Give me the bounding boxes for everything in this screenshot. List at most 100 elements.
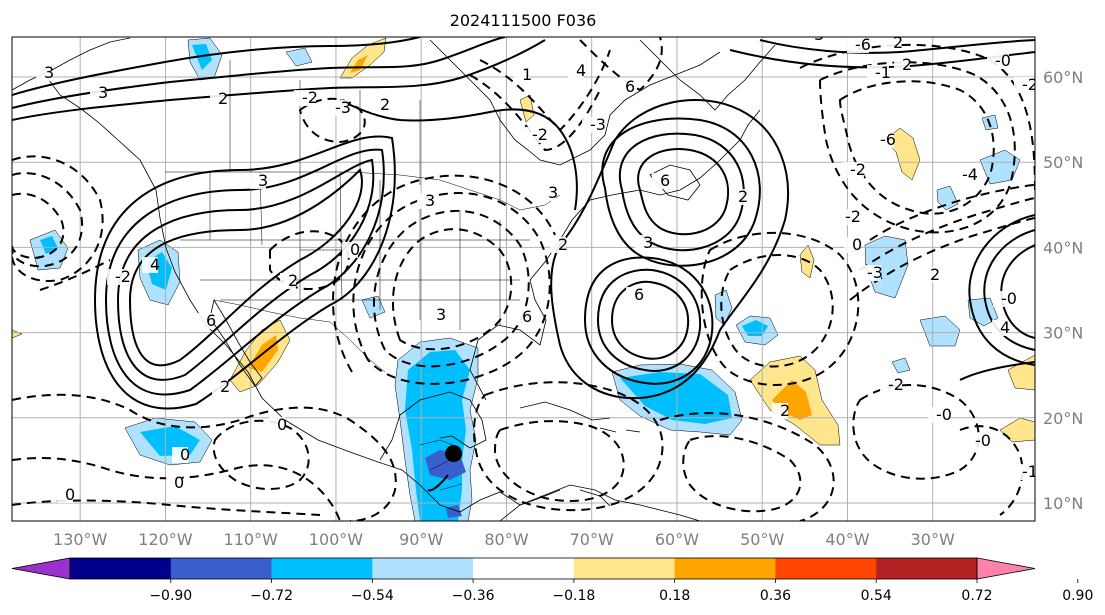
- contour-label-background: [540, 185, 556, 201]
- colorbar-swatch: [473, 558, 575, 579]
- solid-contour: [637, 148, 730, 236]
- coastline-gulf-east: [379, 109, 761, 461]
- contour-label: 6: [634, 285, 644, 304]
- solid-contours: [12, 37, 1035, 492]
- contour-label-background: [617, 79, 633, 95]
- contour-label-background: [172, 447, 188, 463]
- contour-label: -0: [936, 405, 952, 424]
- negative-anomaly-region: [192, 44, 212, 70]
- coastline-hudson: [429, 39, 721, 166]
- negative-anomaly-region: [40, 236, 58, 254]
- contour-label: -6: [880, 130, 896, 149]
- negative-anomaly-region: [620, 372, 732, 424]
- positive-anomaly-region: [350, 55, 368, 73]
- dashed-contour: [682, 435, 802, 513]
- contour-label-background: [428, 307, 444, 323]
- contour-label: 1: [522, 65, 532, 84]
- contour-label: -2: [888, 375, 904, 394]
- dashed-contour: [859, 197, 1035, 271]
- colorbar-tick-label: 0.54: [861, 588, 892, 604]
- dashed-contour: [12, 172, 84, 268]
- dashed-contour: [469, 74, 601, 152]
- contour-label-background: [844, 237, 860, 253]
- contour-label-background: [568, 63, 584, 79]
- solid-contour: [583, 256, 714, 385]
- latitude-labels: 60°N 50°N 40°N 30°N 20°N 10°N: [1043, 68, 1083, 513]
- coastline-greenland: [639, 39, 776, 111]
- contour-label-background: [967, 433, 989, 449]
- us-canada-border: [165, 171, 561, 211]
- dashed-contour: [818, 61, 1016, 234]
- contour-label-background: [327, 100, 349, 116]
- contour-label: -0: [995, 51, 1011, 70]
- contour-label-background: [198, 313, 214, 329]
- negative-anomaly-region: [936, 185, 959, 211]
- colorbar-extend-low: [11, 557, 71, 580]
- contour-label-background: [652, 173, 668, 189]
- contour-label-background: [166, 475, 182, 491]
- contour-label-background: [417, 193, 433, 209]
- contour-label: -4: [962, 165, 978, 184]
- contour-label-background: [730, 189, 746, 205]
- contour-label: 0: [174, 473, 184, 492]
- positive-anomaly-region: [519, 94, 535, 123]
- dashed-contour: [579, 37, 663, 92]
- colorbar-tick-label: 0.90: [1062, 588, 1093, 604]
- contour-label: -2: [845, 207, 861, 226]
- longitude-label: 60°W: [655, 530, 699, 549]
- contour-label-background: [880, 377, 902, 393]
- negative-anomaly-region: [742, 320, 768, 336]
- contour-label: 6: [206, 311, 216, 330]
- solid-contour: [339, 99, 578, 211]
- contour-label: -3: [867, 263, 883, 282]
- contour-label-background: [885, 37, 901, 51]
- colorbar-swatch: [372, 558, 474, 579]
- contour-label: 2: [380, 95, 390, 114]
- colorbar-tick-label: −0.54: [351, 588, 394, 604]
- contour-label-background: [867, 65, 889, 81]
- solid-contour: [983, 229, 1035, 351]
- latitude-label: 60°N: [1043, 68, 1083, 87]
- longitude-label: 100°W: [309, 530, 364, 549]
- contour-label-background: [837, 209, 859, 225]
- solid-contour: [968, 214, 1035, 366]
- contour-label: 2: [902, 55, 912, 74]
- contour-label: 2: [558, 235, 568, 254]
- contour-label-background: [36, 65, 52, 81]
- contour-label-background: [57, 487, 73, 503]
- contour-label: 2: [218, 89, 228, 108]
- contour-label: 2: [220, 377, 230, 396]
- dashed-contour: [352, 192, 551, 385]
- contour-label: -0: [975, 431, 991, 450]
- contour-label: -2: [115, 267, 131, 286]
- dashed-contour: [838, 80, 995, 215]
- colorbar-swatch: [170, 558, 273, 579]
- contour-label-background: [772, 403, 788, 419]
- colorbar-swatch: [271, 558, 373, 579]
- contour-label-background: [269, 417, 285, 433]
- colorbar-tick-label: −0.90: [149, 588, 192, 604]
- contour-label: -3: [335, 98, 351, 117]
- longitude-label: 80°W: [484, 530, 528, 549]
- solid-contour: [596, 268, 702, 372]
- map-content: 3322362363600243-3000-22366-2-341-22-20-…: [12, 37, 1035, 521]
- solid-contour: [104, 148, 385, 396]
- contour-label: 4: [150, 255, 160, 274]
- colorbar-outline: [69, 557, 978, 580]
- contour-label-background: [280, 273, 296, 289]
- latitude-label: 20°N: [1043, 409, 1083, 428]
- contour-label-background: [107, 269, 129, 285]
- contour-label-background: [987, 53, 1009, 69]
- contour-label: 0: [852, 235, 862, 254]
- solid-contour: [601, 117, 761, 267]
- dashed-contour: [12, 393, 397, 521]
- longitude-label: 40°W: [825, 530, 869, 549]
- coastline-caribbean-islands: [519, 401, 641, 507]
- solid-contour: [12, 37, 506, 109]
- contour-label: 3: [548, 183, 558, 202]
- contour-label: 0: [277, 415, 287, 434]
- contour-label: -3: [590, 115, 606, 134]
- colorbar-tick-label: 0.72: [961, 588, 992, 604]
- canada-provinces: [229, 60, 501, 200]
- contour-label: 0: [180, 445, 190, 464]
